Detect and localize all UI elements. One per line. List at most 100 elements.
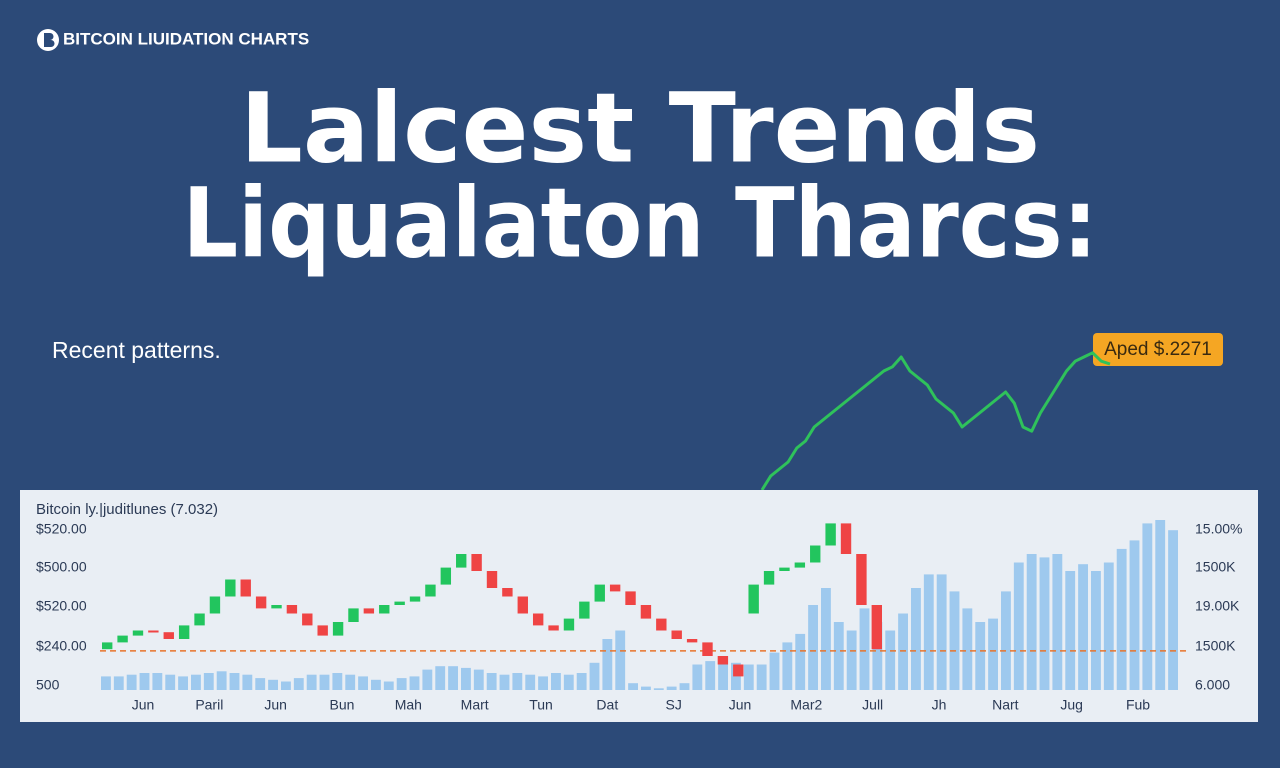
volume-bar: [1129, 540, 1140, 690]
y2-tick-label: 1500K: [1195, 638, 1236, 654]
candle: [486, 571, 498, 588]
volume-bar: [872, 622, 883, 690]
volume-bar: [512, 673, 523, 690]
volume-bar: [1078, 564, 1088, 690]
volume-bar: [911, 588, 921, 690]
volume-bar: [576, 673, 587, 690]
volume-bar: [1168, 530, 1178, 690]
volume-bar: [615, 630, 626, 690]
volume-bar: [242, 674, 253, 690]
hero-title: Lalcest Trends: [240, 72, 1040, 184]
volume-bar: [628, 683, 638, 690]
volume-bar: [1155, 520, 1166, 690]
volume-bar: [1052, 554, 1063, 690]
volume-bar: [435, 666, 446, 690]
candle: [209, 596, 221, 614]
candle: [148, 630, 159, 633]
candle: [132, 630, 144, 636]
candle: [625, 591, 636, 605]
subtitle: Recent patterns.: [52, 337, 221, 363]
volume-bar: [975, 622, 986, 690]
candle: [517, 596, 528, 614]
volume-bar: [486, 673, 497, 690]
candle: [240, 579, 251, 597]
volume-bar: [461, 667, 471, 690]
volume-bar: [653, 688, 664, 690]
x-tick-label: Jun: [132, 697, 155, 713]
candle: [317, 625, 328, 636]
volume-bar: [923, 574, 934, 690]
candle: [825, 523, 836, 546]
candle: [686, 639, 698, 643]
y2-tick-label: 15.00%: [1195, 521, 1242, 537]
candle: [717, 656, 729, 665]
volume-bar: [1116, 548, 1127, 690]
volume-bar: [962, 608, 973, 690]
volume-bar: [165, 674, 176, 690]
y-tick-label: $520.00: [36, 521, 87, 537]
volume-bar: [1039, 557, 1050, 690]
volume-bar: [113, 676, 124, 690]
candle: [440, 567, 452, 585]
candle: [656, 618, 667, 631]
x-tick-label: Nart: [992, 697, 1019, 713]
x-tick-label: Jull: [862, 697, 883, 713]
volume-bar: [203, 673, 214, 690]
volume-bar: [371, 679, 381, 690]
candle: [225, 579, 236, 597]
candle: [856, 554, 867, 605]
candle: [733, 664, 744, 677]
brand: BITCOIN LIUIDATION CHARTS: [63, 29, 309, 48]
volume-bar: [306, 674, 317, 690]
volume-bar: [718, 661, 728, 690]
volume-bar: [988, 618, 998, 690]
volume-bar: [332, 673, 343, 690]
x-tick-label: Fub: [1126, 697, 1150, 713]
candle: [117, 635, 128, 643]
volume-bar: [358, 676, 368, 690]
badge: [1093, 333, 1223, 366]
volume-bar: [589, 662, 600, 690]
volume-bar: [756, 664, 767, 690]
volume-bar: [139, 673, 150, 690]
volume-bar: [152, 673, 163, 690]
candle: [409, 596, 421, 602]
volume-bar: [126, 674, 137, 690]
volume-bar: [859, 608, 870, 690]
volume-bar: [1142, 523, 1153, 690]
x-tick-label: Mart: [461, 697, 489, 713]
x-tick-label: Jun: [264, 697, 287, 713]
volume-bar: [499, 674, 510, 690]
candle: [563, 618, 575, 631]
volume-bar: [255, 678, 266, 690]
hero-title: Liqualaton Tharcs:: [183, 167, 1098, 279]
volume-bar: [473, 669, 484, 690]
volume-bar: [1001, 591, 1011, 690]
volume-bar: [846, 630, 857, 690]
volume-bar: [1026, 554, 1037, 690]
volume-bar: [679, 683, 690, 690]
candle: [763, 571, 775, 585]
candle: [255, 596, 267, 609]
chart-title: Bitcoin ly.|juditlunes (7.032): [36, 501, 218, 518]
candle: [609, 584, 621, 592]
candle: [363, 608, 375, 614]
volume-bar: [101, 676, 111, 690]
x-tick-label: Mah: [395, 697, 422, 713]
volume-bar: [885, 630, 896, 690]
candle: [810, 545, 821, 563]
volume-bar: [821, 588, 831, 690]
volume-bar: [692, 664, 703, 690]
x-tick-label: Bun: [330, 697, 355, 713]
candle: [779, 567, 790, 571]
volume-bar: [525, 674, 536, 690]
candle: [794, 562, 806, 568]
candle: [579, 601, 590, 619]
volume-bar: [949, 591, 960, 690]
candle: [748, 584, 759, 614]
candle: [425, 584, 436, 597]
volume-bar: [1065, 571, 1076, 690]
x-tick-label: Mar2: [790, 697, 822, 713]
candle: [640, 605, 652, 619]
volume-bar: [1103, 562, 1114, 690]
